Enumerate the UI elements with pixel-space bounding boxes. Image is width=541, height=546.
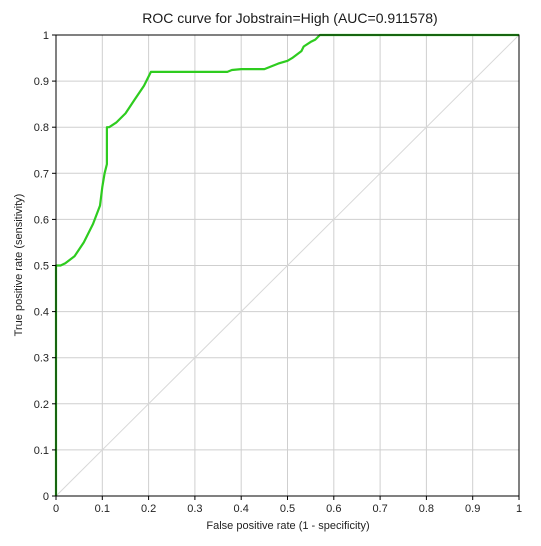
y-axis-ticks: 0 0.1 0.2 0.3 0.4 0.5 0.6 0.7 0.8 0.9 1	[34, 30, 56, 503]
y-tick-label: 0.3	[34, 353, 49, 365]
y-axis-label: True positive rate (sensitivity)	[13, 194, 25, 337]
x-tick-label: 0.6	[326, 503, 341, 515]
y-tick-label: 0.6	[34, 214, 49, 226]
y-tick-label: 0.4	[34, 307, 49, 319]
y-tick-label: 1	[43, 30, 49, 42]
x-tick-label: 0.5	[280, 503, 295, 515]
y-tick-label: 0.7	[34, 168, 49, 180]
x-tick-label: 0.9	[465, 503, 480, 515]
y-tick-label: 0.5	[34, 261, 49, 273]
y-tick-label: 0	[43, 491, 49, 503]
x-tick-label: 0.4	[234, 503, 249, 515]
y-tick-label: 0.1	[34, 445, 49, 457]
x-tick-label: 0.3	[187, 503, 202, 515]
x-tick-label: 1	[516, 503, 522, 515]
y-tick-label: 0.9	[34, 76, 49, 88]
x-tick-label: 0.1	[95, 503, 110, 515]
x-axis-label: False positive rate (1 - specificity)	[206, 520, 369, 532]
y-tick-label: 0.2	[34, 399, 49, 411]
x-tick-label: 0	[53, 503, 59, 515]
reference-diagonal	[55, 34, 520, 497]
x-tick-label: 0.7	[372, 503, 387, 515]
x-tick-label: 0.8	[419, 503, 434, 515]
x-axis-ticks: 0 0.1 0.2 0.3 0.4 0.5 0.6 0.7 0.8 0.9 1	[53, 496, 522, 515]
x-tick-label: 0.2	[141, 503, 156, 515]
chart-title: ROC curve for Jobstrain=High (AUC=0.9115…	[142, 10, 437, 26]
roc-curve	[54, 33, 519, 496]
y-tick-label: 0.8	[34, 122, 49, 134]
